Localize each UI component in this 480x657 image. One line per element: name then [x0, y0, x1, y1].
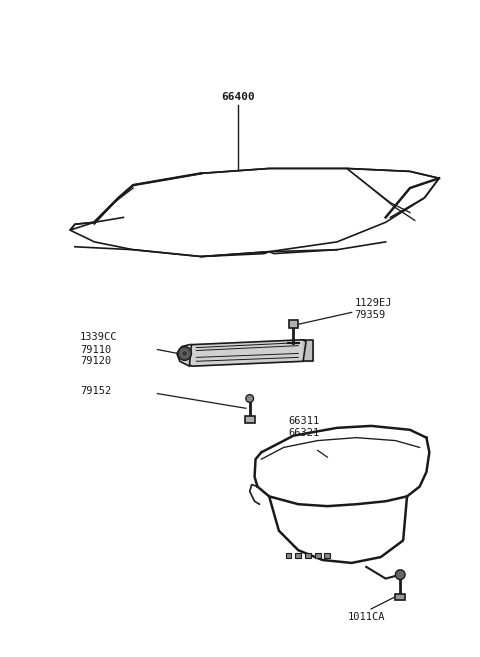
Circle shape	[182, 351, 188, 356]
Text: 79359: 79359	[355, 310, 386, 320]
Polygon shape	[303, 340, 313, 361]
FancyBboxPatch shape	[286, 553, 291, 558]
Text: 1011CA: 1011CA	[348, 612, 385, 622]
FancyBboxPatch shape	[288, 320, 298, 328]
Text: 79110: 79110	[80, 344, 111, 355]
FancyBboxPatch shape	[396, 595, 405, 600]
Text: 79120: 79120	[80, 356, 111, 367]
Circle shape	[178, 347, 192, 360]
Text: 79152: 79152	[80, 386, 111, 396]
Text: 1339CC: 1339CC	[80, 332, 117, 342]
FancyBboxPatch shape	[315, 553, 321, 558]
FancyBboxPatch shape	[245, 416, 254, 423]
Text: 66400: 66400	[221, 92, 255, 102]
FancyBboxPatch shape	[305, 553, 311, 558]
Circle shape	[246, 395, 253, 402]
Polygon shape	[177, 345, 190, 366]
Text: 66321: 66321	[288, 428, 320, 438]
Circle shape	[396, 570, 405, 579]
Text: 1129EJ: 1129EJ	[355, 298, 392, 308]
Text: 66311: 66311	[288, 416, 320, 426]
FancyBboxPatch shape	[295, 553, 301, 558]
Polygon shape	[190, 340, 306, 366]
FancyBboxPatch shape	[324, 553, 330, 558]
